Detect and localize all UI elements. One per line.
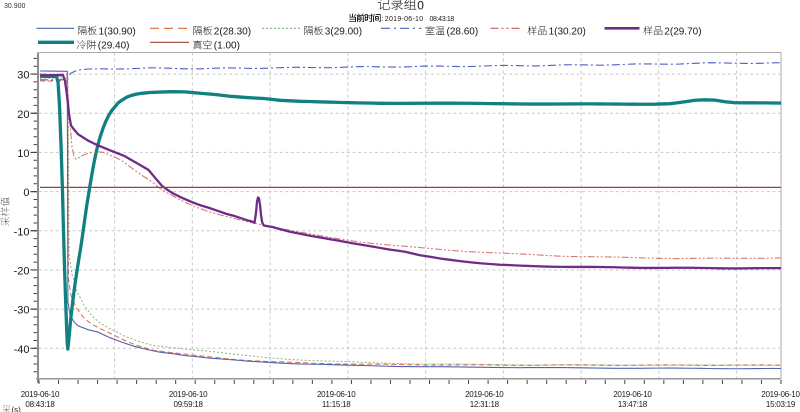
svg-text:2019-06-10: 2019-06-10 (21, 390, 60, 399)
svg-text:10: 10 (17, 148, 29, 160)
svg-text:2019-06-10: 2019-06-10 (169, 390, 208, 399)
svg-text:3(29.00): 3(29.00) (325, 26, 362, 37)
svg-text:2019-06-10: 2019-06-10 (385, 16, 424, 23)
svg-text:11:15:18: 11:15:18 (322, 400, 351, 409)
svg-text:(1.00): (1.00) (214, 41, 240, 52)
svg-text:2(29.70): 2(29.70) (664, 26, 701, 37)
svg-text:20: 20 (17, 109, 29, 121)
svg-text:2(28.30): 2(28.30) (214, 26, 251, 37)
svg-text:30.900: 30.900 (4, 3, 26, 10)
svg-text:1(30.90): 1(30.90) (99, 26, 136, 37)
svg-text:08:43:18: 08:43:18 (430, 16, 455, 23)
svg-text::: : (381, 14, 383, 23)
svg-text:12:31:18: 12:31:18 (470, 400, 500, 409)
svg-text:15:03:19: 15:03:19 (766, 400, 796, 409)
svg-text:2019-06-10: 2019-06-10 (761, 390, 800, 399)
svg-text:-30: -30 (14, 305, 30, 317)
svg-text:08:43:18: 08:43:18 (25, 400, 55, 409)
svg-text:(s): (s) (12, 406, 22, 412)
svg-text:09:59:18: 09:59:18 (174, 400, 204, 409)
svg-text:-20: -20 (14, 266, 30, 278)
svg-text:13:47:18: 13:47:18 (618, 400, 648, 409)
svg-text:-10: -10 (14, 226, 30, 238)
svg-text:2019-06-10: 2019-06-10 (465, 390, 504, 399)
svg-text:0: 0 (23, 187, 29, 199)
svg-text:1(30.20): 1(30.20) (549, 26, 586, 37)
svg-text:2019-06-10: 2019-06-10 (317, 390, 356, 399)
svg-text:(29.40): (29.40) (98, 41, 130, 52)
svg-text:2019-06-10: 2019-06-10 (613, 390, 652, 399)
svg-text:30: 30 (17, 70, 29, 82)
svg-text:(28.60): (28.60) (447, 26, 479, 37)
svg-text:-40: -40 (14, 344, 30, 356)
